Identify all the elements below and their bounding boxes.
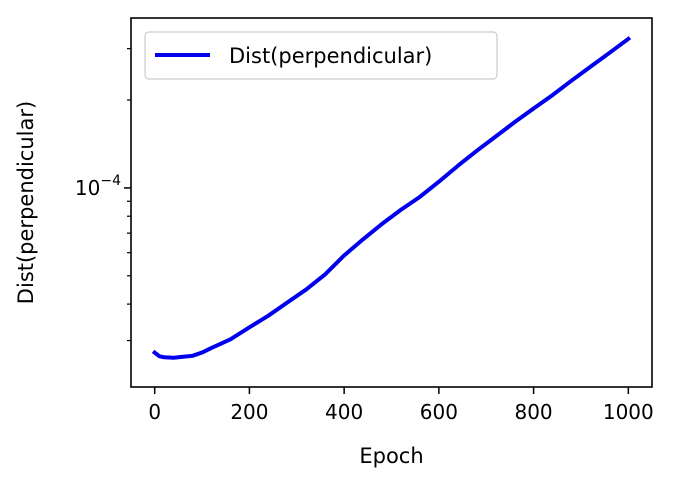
legend-box: [144, 31, 498, 80]
y-axis-label: Dist(perpendicular): [14, 101, 38, 304]
x-tick-label: 600: [420, 400, 458, 424]
x-tick-label: 800: [514, 400, 552, 424]
x-tick-label: 200: [230, 400, 268, 424]
plot-frame: [130, 17, 653, 388]
legend: Dist(perpendicular): [144, 31, 498, 80]
plot-layer: [151, 36, 632, 360]
y-tick-label: 10−4: [75, 173, 121, 200]
x-axis: 0 200 400 600 800 1000: [148, 387, 654, 424]
y-axis: 10−4: [75, 48, 131, 342]
x-axis-label: Epoch: [359, 444, 423, 468]
x-tick-label: 1000: [603, 400, 654, 424]
x-tick-label: 400: [325, 400, 363, 424]
legend-label: Dist(perpendicular): [229, 44, 432, 68]
x-tick-label: 0: [148, 400, 161, 424]
series-line-0: [151, 36, 632, 360]
